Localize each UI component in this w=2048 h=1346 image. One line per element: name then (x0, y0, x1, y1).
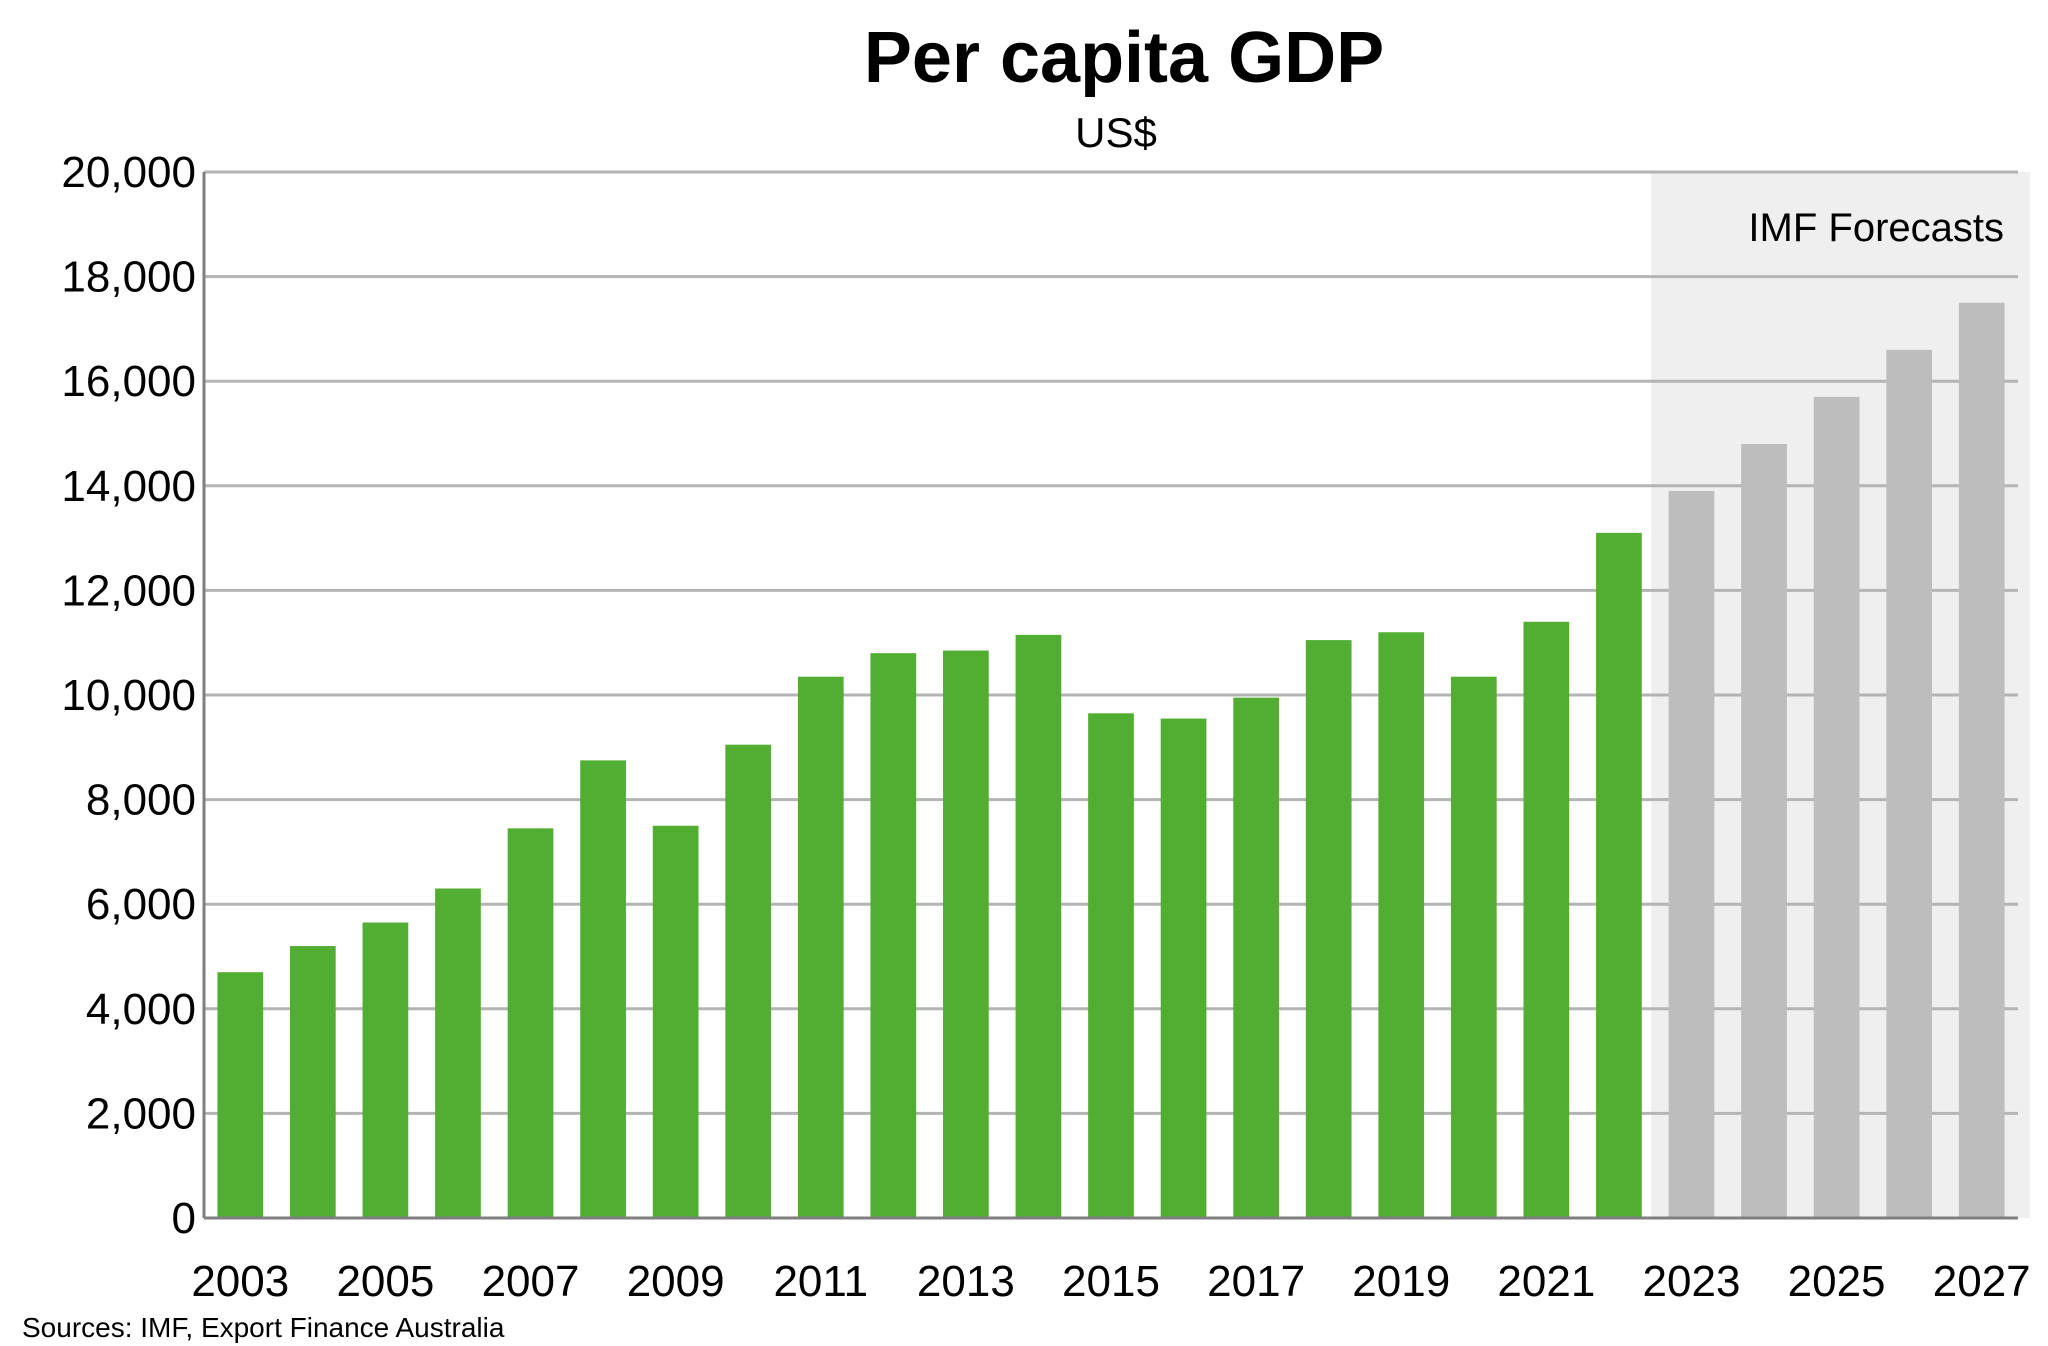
bar-2010 (725, 744, 772, 1218)
bar-2009 (652, 825, 699, 1218)
forecast-bar-2024 (1741, 443, 1787, 1219)
forecast-label: IMF Forecasts (1748, 206, 2004, 250)
bar-2022 (1596, 532, 1642, 1218)
bar-2003 (217, 972, 264, 1218)
x-tick-label: 2019 (1352, 1257, 1450, 1306)
y-tick-label: 2,000 (86, 1089, 196, 1138)
bar-2015 (1088, 713, 1134, 1218)
chart-title: Per capita GDP (864, 18, 1384, 98)
bar-2018 (1305, 640, 1352, 1218)
x-tick-label: 2015 (1062, 1257, 1160, 1306)
bar-2017 (1233, 697, 1279, 1218)
bar-2012 (870, 653, 917, 1218)
y-tick-label: 12,000 (61, 566, 196, 615)
bars (217, 302, 2005, 1219)
x-tick-label: 2009 (627, 1257, 725, 1306)
forecast-bar-2026 (1886, 349, 1933, 1218)
bar-2007 (507, 828, 554, 1218)
bar-2014 (1015, 634, 1062, 1218)
y-tick-label: 8,000 (86, 776, 196, 825)
forecast-bar-2027 (1958, 302, 2005, 1218)
y-tick-label: 18,000 (61, 253, 196, 302)
y-tick-label: 20,000 (61, 148, 196, 197)
x-tick-label: 2007 (482, 1257, 580, 1306)
x-tick-label: 2017 (1207, 1257, 1305, 1306)
bar-2021 (1523, 621, 1570, 1218)
bar-2008 (580, 760, 626, 1218)
bar-2013 (943, 650, 989, 1218)
bar-2005 (362, 922, 409, 1218)
x-tick-label: 2023 (1643, 1257, 1741, 1306)
bar-2006 (435, 888, 481, 1218)
y-tick-label: 0 (172, 1194, 196, 1243)
x-tick-label: 2005 (336, 1257, 434, 1306)
y-tick-label: 10,000 (61, 671, 196, 720)
bar-2019 (1378, 632, 1425, 1218)
axes (202, 172, 2018, 1220)
y-tick-label: 6,000 (86, 880, 196, 929)
x-tick-label: 2025 (1788, 1257, 1886, 1306)
bar-2004 (289, 946, 336, 1218)
x-tick-label: 2003 (191, 1257, 289, 1306)
y-tick-label: 14,000 (61, 462, 196, 511)
y-tick-labels: 0 2,000 4,000 6,000 8,000 10,000 12,000 14,000 1… (61, 148, 196, 1243)
source-note: Sources: IMF, Export Finance Australia (22, 1312, 505, 1343)
y-tick-label: 16,000 (61, 357, 196, 406)
bar-2020 (1450, 676, 1497, 1218)
forecast-bar-2025 (1813, 396, 1860, 1218)
x-tick-label: 2027 (1933, 1257, 2031, 1306)
x-tick-label: 2021 (1497, 1257, 1595, 1306)
bar-2016 (1160, 718, 1207, 1218)
x-tick-label: 2011 (773, 1257, 868, 1306)
chart-subtitle: US$ (1075, 109, 1157, 156)
x-tick-label: 2013 (917, 1257, 1015, 1306)
x-tick-labels: 2003 2005 2007 2009 2011 2013 2015 2017 2019 2021… (191, 1257, 2030, 1306)
forecast-bar-2023 (1668, 491, 1715, 1218)
bar-2011 (797, 676, 844, 1218)
y-tick-label: 4,000 (86, 985, 196, 1034)
